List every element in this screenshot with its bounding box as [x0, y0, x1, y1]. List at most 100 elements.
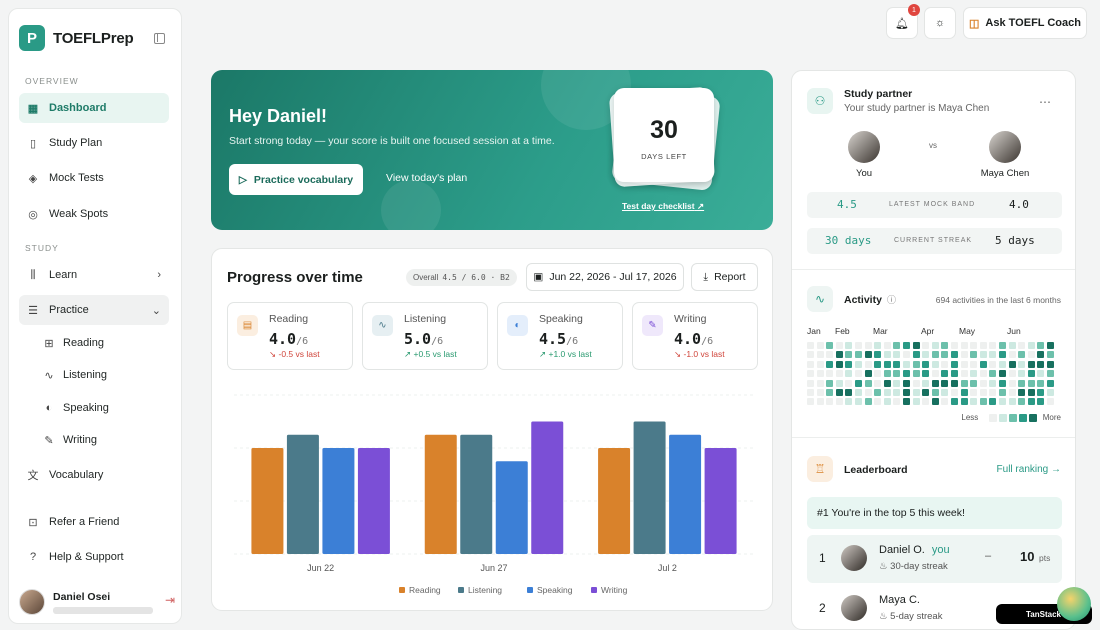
divider	[792, 269, 1075, 270]
heatmap-cell	[893, 379, 901, 387]
heatmap-cell	[816, 342, 824, 349]
heatmap-cell	[960, 351, 968, 359]
gift-icon: ⊡	[28, 516, 38, 529]
section-label-overview: OVERVIEW	[25, 76, 79, 86]
heatmap-cell	[1047, 379, 1054, 387]
sidebar-subitem-reading[interactable]: ⊞ Reading	[43, 330, 169, 356]
month-label: Jun	[1007, 326, 1021, 336]
date-range-picker[interactable]: ▣ Jun 22, 2026 - Jul 17, 2026	[526, 263, 684, 291]
heatmap-cell	[845, 389, 853, 396]
leader-streak: ♨ 5-day streak	[879, 611, 942, 622]
section-label-study: STUDY	[25, 243, 59, 253]
theme-toggle-button[interactable]: ☼	[924, 7, 956, 39]
skill-score: 4.5/6	[539, 330, 578, 348]
heatmap-cell	[941, 342, 949, 349]
legend-swatch	[1028, 413, 1037, 422]
sidebar-item-vocabulary[interactable]: 文 Vocabulary	[19, 460, 169, 490]
notifications-button[interactable]: 🔔︎ 1	[886, 4, 920, 39]
bar-reading	[424, 434, 457, 554]
test-day-checklist-link[interactable]: Test day checklist ↗	[622, 201, 704, 212]
bar-writing	[357, 448, 390, 554]
skill-delta: ↗ +1.0 vs last	[539, 349, 592, 359]
sidebar-subitem-writing[interactable]: ✎ Writing	[43, 427, 169, 453]
heatmap-cell	[1008, 342, 1016, 349]
top5-banner: #1 You're in the top 5 this week!	[807, 497, 1062, 529]
view-plan-button[interactable]: View today's plan	[386, 172, 468, 184]
app-logo[interactable]: P TOEFLPrep	[19, 25, 134, 51]
heatmap-cell	[1047, 360, 1054, 368]
sidebar-item-weak-spots[interactable]: ◎ Weak Spots	[19, 199, 169, 229]
heatmap-cell	[989, 342, 997, 349]
heatmap-cell	[1027, 389, 1035, 396]
skill-name: Listening	[404, 313, 447, 325]
heatmap-cell	[807, 342, 814, 349]
audio-wave-icon: ∿	[372, 315, 393, 336]
leaderboard-row[interactable]: 2 Maya C. ♨ 5-day streak	[807, 585, 1062, 629]
streak-text: 5-day streak	[890, 611, 943, 622]
list-icon: ☰	[28, 304, 38, 317]
legend-swatch	[399, 587, 405, 593]
info-icon[interactable]: ⓘ	[887, 295, 897, 305]
sidebar-item-study-plan[interactable]: ▯ Study Plan	[19, 128, 169, 158]
report-button[interactable]: ⤓ Report	[691, 263, 758, 291]
leaderboard-row[interactable]: 1 Daniel O. you ♨ 30-day streak – 10 pts	[807, 535, 1062, 583]
heatmap-cell	[1018, 351, 1026, 359]
name-text: Daniel O.	[879, 544, 925, 556]
user-profile[interactable]: Daniel Osei	[19, 589, 153, 615]
partner-subtitle: Your study partner is Maya Chen	[844, 103, 990, 114]
sidebar-subitem-speaking[interactable]: ◐ Speaking	[43, 395, 169, 421]
avatar	[19, 589, 45, 615]
sidebar-subitem-label: Writing	[63, 434, 98, 446]
heatmap-cell	[922, 351, 930, 359]
floating-assistant-icon[interactable]	[1057, 587, 1091, 621]
activity-title: Activity	[844, 294, 882, 306]
heatmap-cell	[1037, 360, 1045, 368]
bar-writing	[531, 421, 564, 554]
heatmap-cell	[931, 370, 939, 378]
heatmap-cell	[1027, 351, 1035, 359]
heatmap-cell	[1047, 342, 1054, 349]
sidebar-item-refer[interactable]: ⊡ Refer a Friend	[19, 507, 169, 537]
heatmap-cell	[922, 398, 930, 406]
heatmap-cell	[1008, 360, 1016, 368]
heatmap-cell	[1018, 398, 1026, 406]
book-icon: ▤	[237, 315, 258, 336]
streak-label: CURRENT STREAK	[894, 237, 973, 244]
sidebar-subitem-listening[interactable]: ∿ Listening	[43, 362, 169, 388]
more-options-icon[interactable]: ⋯	[1039, 95, 1051, 109]
heatmap-cell	[1008, 398, 1016, 406]
month-label: May	[959, 326, 976, 336]
heatmap-cell	[941, 351, 949, 359]
heatmap-cell	[1037, 370, 1045, 378]
score-value: 5.0	[404, 330, 432, 348]
full-ranking-link[interactable]: Full ranking →	[996, 464, 1061, 475]
heatmap-cell	[835, 351, 843, 359]
logout-icon[interactable]: ⇥	[164, 593, 175, 607]
heatmap-cell	[941, 360, 949, 368]
sidebar-collapse-icon[interactable]	[154, 33, 165, 44]
heatmap-cell	[893, 389, 901, 396]
sidebar-item-mock-tests[interactable]: ◈ Mock Tests	[19, 163, 169, 193]
heatmap-cell	[1027, 379, 1035, 387]
heatmap-cell	[893, 342, 901, 349]
heatmap-cell	[883, 360, 891, 368]
heatmap-cell	[979, 370, 987, 378]
score-max: /6	[701, 336, 714, 347]
heatmap-cell	[931, 379, 939, 387]
sidebar-item-label: Practice	[49, 304, 89, 316]
notification-badge: 1	[908, 4, 920, 16]
sidebar-item-help[interactable]: ? Help & Support	[19, 542, 169, 572]
skill-card-speaking: ◐ Speaking 4.5/6 ↗ +1.0 vs last	[497, 302, 623, 370]
heatmap-cell	[835, 379, 843, 387]
sidebar-item-dashboard[interactable]: ▦ Dashboard	[19, 93, 169, 123]
practice-vocabulary-button[interactable]: ▷ Practice vocabulary	[229, 164, 363, 195]
heatmap-cell	[816, 389, 824, 396]
mock-partner: 4.0	[1009, 198, 1029, 211]
sidebar-item-practice[interactable]: ☰ Practice ⌄	[19, 295, 169, 325]
heatmap-cell	[989, 379, 997, 387]
heatmap-cell	[1018, 389, 1026, 396]
heatmap-cell	[951, 360, 958, 368]
heatmap-cell	[1008, 370, 1016, 378]
ask-coach-button[interactable]: ◫ Ask TOEFL Coach	[963, 7, 1087, 39]
sidebar-item-learn[interactable]: ⫼ Learn ›	[19, 260, 169, 290]
